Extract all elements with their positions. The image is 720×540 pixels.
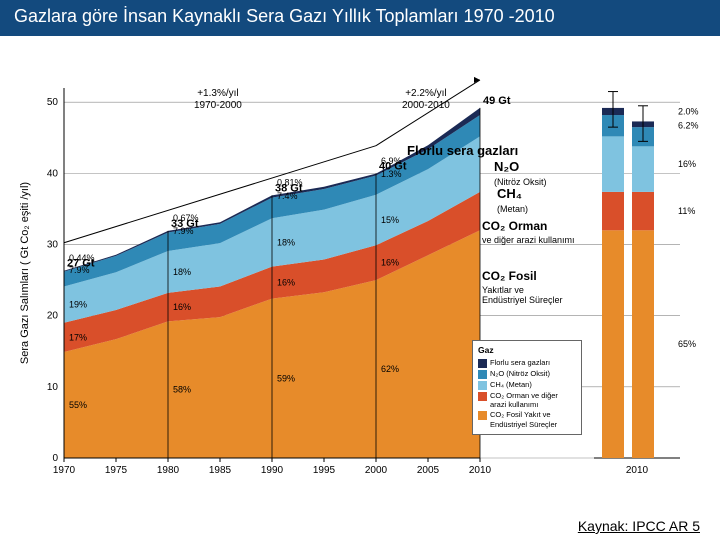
- svg-text:18%: 18%: [173, 267, 191, 277]
- legend-label: Florlu sera gazları: [490, 358, 550, 367]
- legend-item: Florlu sera gazları: [478, 358, 576, 368]
- svg-text:CO₂ Orman: CO₂ Orman: [482, 219, 547, 233]
- svg-text:58%: 58%: [173, 385, 191, 395]
- svg-text:62%: 62%: [381, 364, 399, 374]
- legend-swatch: [478, 381, 487, 390]
- svg-text:7.4%: 7.4%: [277, 191, 298, 201]
- svg-text:Yakıtlar ve: Yakıtlar ve: [482, 285, 524, 295]
- legend-label: N₂O (Nitröz Oksit): [490, 369, 550, 378]
- svg-text:55%: 55%: [69, 400, 87, 410]
- svg-text:50: 50: [47, 97, 59, 108]
- svg-text:0.81%: 0.81%: [277, 178, 303, 188]
- svg-text:Sera Gazı Salımları ( Gt Co₂ e: Sera Gazı Salımları ( Gt Co₂ eşiti /yıl): [19, 182, 31, 364]
- svg-text:65%: 65%: [678, 339, 696, 349]
- svg-text:2000: 2000: [365, 465, 388, 476]
- svg-text:15%: 15%: [381, 215, 399, 225]
- svg-text:6.9%: 6.9%: [381, 156, 402, 166]
- svg-text:17%: 17%: [69, 332, 87, 342]
- svg-text:CH₄: CH₄: [497, 186, 522, 201]
- svg-text:59%: 59%: [277, 373, 295, 383]
- svg-text:+1.3%/yıl: +1.3%/yıl: [197, 88, 238, 99]
- svg-text:1970: 1970: [53, 465, 76, 476]
- svg-text:2005: 2005: [417, 465, 440, 476]
- svg-text:N₂O: N₂O: [494, 159, 519, 174]
- legend-swatch: [478, 392, 487, 401]
- legend-swatch: [478, 370, 487, 379]
- svg-text:1.3%: 1.3%: [381, 169, 402, 179]
- svg-text:1980: 1980: [157, 465, 180, 476]
- svg-text:6.2%: 6.2%: [678, 121, 699, 131]
- svg-text:+2.2%/yıl: +2.2%/yıl: [405, 88, 446, 99]
- svg-text:16%: 16%: [277, 278, 295, 288]
- legend-title: Gaz: [478, 345, 576, 356]
- svg-text:16%: 16%: [173, 302, 191, 312]
- svg-text:20: 20: [47, 311, 59, 322]
- svg-text:2.0%: 2.0%: [678, 106, 699, 116]
- svg-text:2000-2010: 2000-2010: [402, 100, 450, 111]
- page-title: Gazlara göre İnsan Kaynaklı Sera Gazı Yı…: [0, 0, 720, 36]
- svg-text:1975: 1975: [105, 465, 128, 476]
- legend-swatch: [478, 359, 487, 368]
- svg-text:19%: 19%: [69, 300, 87, 310]
- svg-text:30: 30: [47, 240, 59, 251]
- svg-text:11%: 11%: [678, 206, 695, 216]
- svg-text:2010: 2010: [626, 465, 649, 476]
- legend-label: CH₄ (Metan): [490, 380, 532, 389]
- legend-swatch: [478, 411, 487, 420]
- svg-text:16%: 16%: [678, 159, 696, 169]
- svg-text:7.9%: 7.9%: [173, 226, 194, 236]
- svg-text:40: 40: [47, 168, 59, 179]
- chart-container: 0 10 20 30 40 50 1970 1975 1980 1985 1990 1995 2000 2…: [12, 58, 708, 498]
- legend-item: N₂O (Nitröz Oksit): [478, 369, 576, 379]
- legend: Gaz Florlu sera gazları N₂O (Nitröz Oksit…: [472, 340, 582, 435]
- svg-text:0: 0: [52, 453, 58, 464]
- svg-text:ve diğer arazi kullanımı: ve diğer arazi kullanımı: [482, 235, 575, 245]
- svg-text:49 Gt: 49 Gt: [483, 95, 511, 107]
- svg-text:7.9%: 7.9%: [69, 265, 90, 275]
- legend-label: CO₂ Orman ve diğer arazi kullanımı: [490, 391, 576, 410]
- svg-text:0.44%: 0.44%: [69, 253, 95, 263]
- svg-text:(Metan): (Metan): [497, 204, 528, 214]
- svg-text:2010: 2010: [469, 465, 492, 476]
- legend-item: CO₂ Orman ve diğer arazi kullanımı: [478, 391, 576, 410]
- svg-text:0.67%: 0.67%: [173, 213, 199, 223]
- svg-text:Florlu sera gazları: Florlu sera gazları: [407, 143, 518, 158]
- svg-text:1990: 1990: [261, 465, 284, 476]
- svg-text:1970-2000: 1970-2000: [194, 100, 242, 111]
- svg-text:1995: 1995: [313, 465, 336, 476]
- svg-text:1985: 1985: [209, 465, 232, 476]
- legend-label: CO₂ Fosil Yakıt ve Endüstriyel Süreçler: [490, 410, 576, 429]
- legend-item: CO₂ Fosil Yakıt ve Endüstriyel Süreçler: [478, 410, 576, 429]
- svg-text:CO₂ Fosil: CO₂ Fosil: [482, 269, 537, 283]
- svg-text:16%: 16%: [381, 258, 399, 268]
- legend-item: CH₄ (Metan): [478, 380, 576, 390]
- chart-svg: 0 10 20 30 40 50 1970 1975 1980 1985 1990 1995 2000 2…: [12, 58, 708, 498]
- svg-text:18%: 18%: [277, 237, 295, 247]
- svg-text:Endüstriyel Süreçler: Endüstriyel Süreçler: [482, 295, 563, 305]
- svg-text:10: 10: [47, 382, 59, 393]
- source-label: Kaynak: IPCC AR 5: [578, 518, 700, 534]
